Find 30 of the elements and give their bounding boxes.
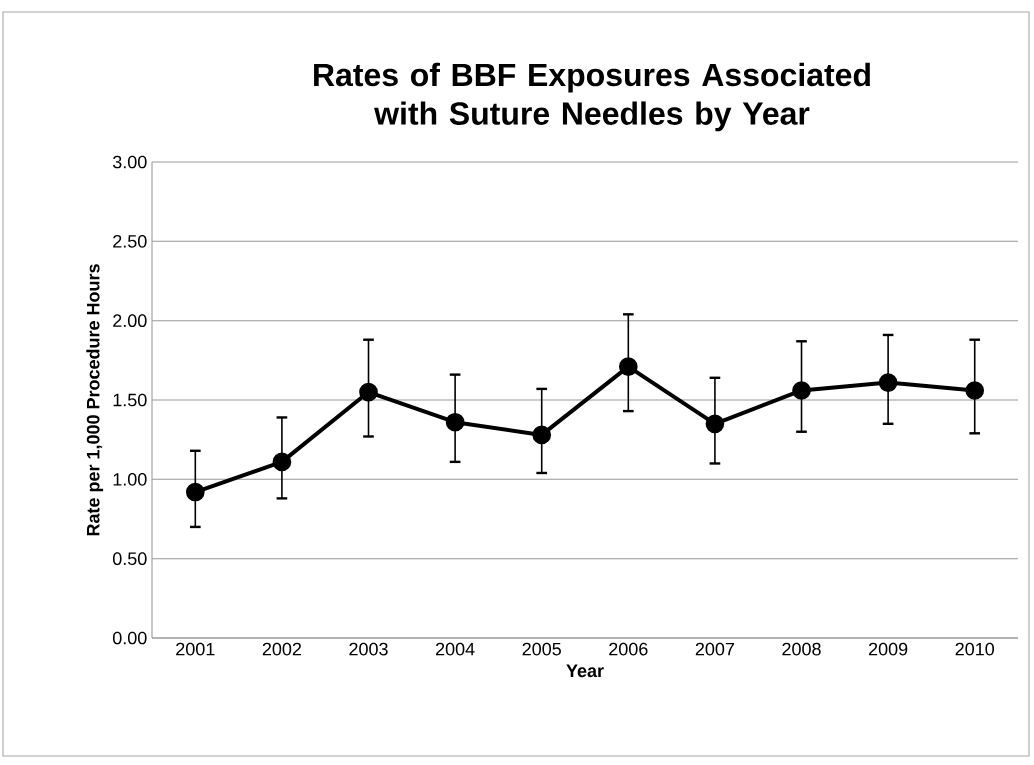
x-tick-label: 2009: [868, 642, 908, 656]
x-tick-label: 2010: [955, 642, 995, 656]
chart-title: Rates of BBF Exposures Associated with Suture Needles by Year: [314, 62, 870, 132]
x-tick-label: 2006: [609, 642, 648, 656]
point: [705, 414, 725, 434]
point: [965, 381, 985, 400]
point: [359, 382, 378, 402]
point: [792, 381, 811, 400]
x-tick-label: 2005: [522, 642, 561, 656]
y-tick-label: 2.00: [113, 314, 147, 328]
point: [185, 482, 205, 502]
x-tick-label: 2007: [695, 642, 735, 656]
point: [445, 412, 465, 432]
y-tick-label: 0.00: [112, 631, 147, 645]
y-tick-label: 1.50: [113, 393, 147, 407]
y-axis-title: Rate per 1,000 Procedure Hours: [86, 264, 104, 536]
y-tick-label: 2.50: [113, 234, 147, 248]
x-tick-label: 2004: [435, 642, 475, 656]
point: [618, 357, 638, 377]
point: [532, 425, 552, 445]
point: [878, 373, 898, 392]
y-tick-label: 1.00: [113, 472, 147, 486]
x-tick-label: 2002: [262, 642, 302, 656]
x-tick-label: 2001: [176, 642, 215, 656]
x-tick-label: 2003: [349, 642, 388, 656]
x-tick-label: 2008: [782, 642, 821, 656]
x-axis-title: Year: [566, 664, 604, 678]
y-tick-label: 0.50: [112, 552, 147, 566]
y-tick-label: 3.00: [112, 155, 147, 169]
point: [272, 452, 292, 472]
